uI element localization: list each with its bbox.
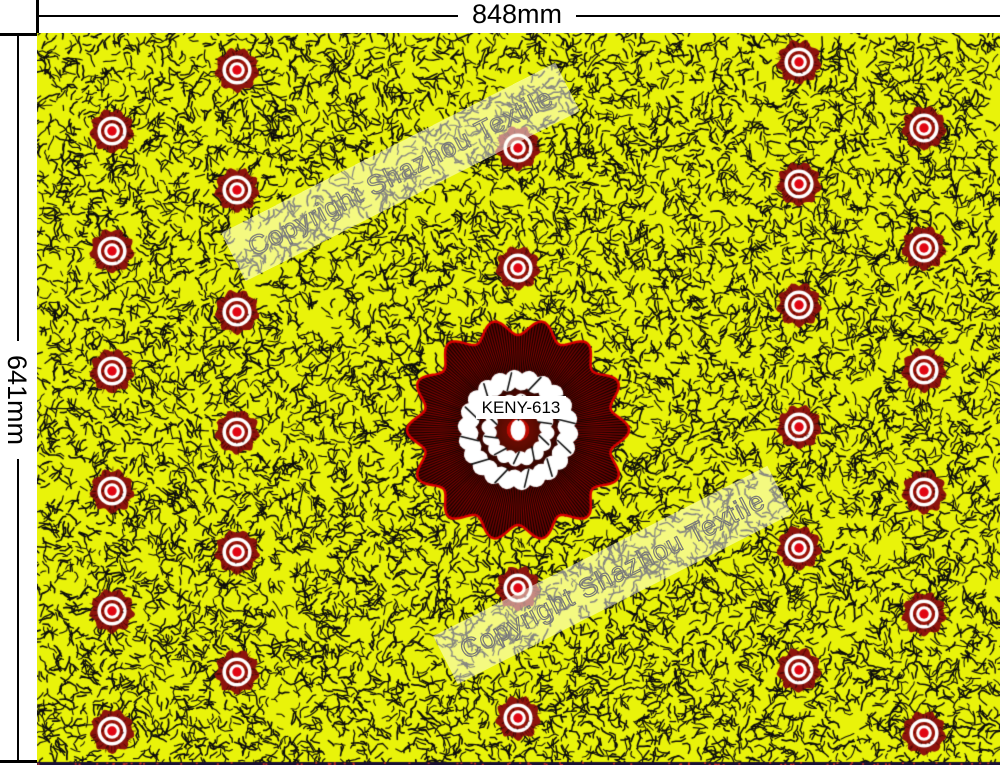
height-dimension-tick-bottom [0,760,37,763]
height-dimension-label: 641mm [2,340,32,460]
height-dimension-tick-top [0,33,37,36]
fabric-swatch: Copyright Shazhou Textile Copyright Shaz… [37,33,1000,765]
width-dimension-tick-left [36,0,39,33]
design-code-label: KENY-613 [476,396,566,419]
width-dimension-label: 848mm [457,0,577,30]
